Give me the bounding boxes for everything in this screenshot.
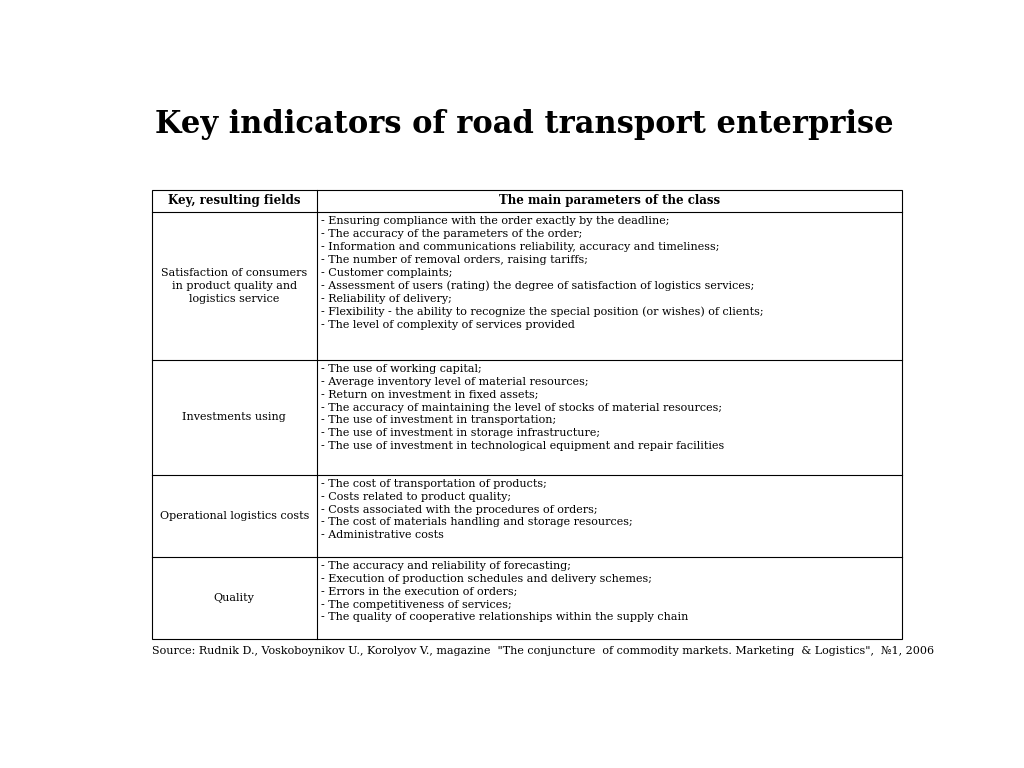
Text: - The accuracy and reliability of forecasting;
- Execution of production schedul: - The accuracy and reliability of foreca…: [321, 561, 688, 622]
Text: Source: Rudnik D., Voskoboynikov U., Korolyov V., magazine  "The conjuncture  of: Source: Rudnik D., Voskoboynikov U., Kor…: [152, 646, 934, 657]
Text: The main parameters of the class: The main parameters of the class: [499, 194, 720, 207]
Text: Quality: Quality: [214, 593, 255, 603]
Text: - The cost of transportation of products;
- Costs related to product quality;
- : - The cost of transportation of products…: [321, 479, 633, 541]
Text: Key indicators of road transport enterprise: Key indicators of road transport enterpr…: [156, 109, 894, 141]
Text: Operational logistics costs: Operational logistics costs: [160, 511, 309, 521]
Bar: [152, 190, 902, 639]
Text: - Ensuring compliance with the order exactly by the deadline;
- The accuracy of : - Ensuring compliance with the order exa…: [321, 217, 763, 330]
Text: - The use of working capital;
- Average inventory level of material resources;
-: - The use of working capital; - Average …: [321, 364, 724, 451]
Text: Satisfaction of consumers
in product quality and
logistics service: Satisfaction of consumers in product qua…: [161, 268, 307, 304]
Text: Investments using: Investments using: [182, 412, 286, 422]
Text: Key, resulting fields: Key, resulting fields: [168, 194, 301, 207]
